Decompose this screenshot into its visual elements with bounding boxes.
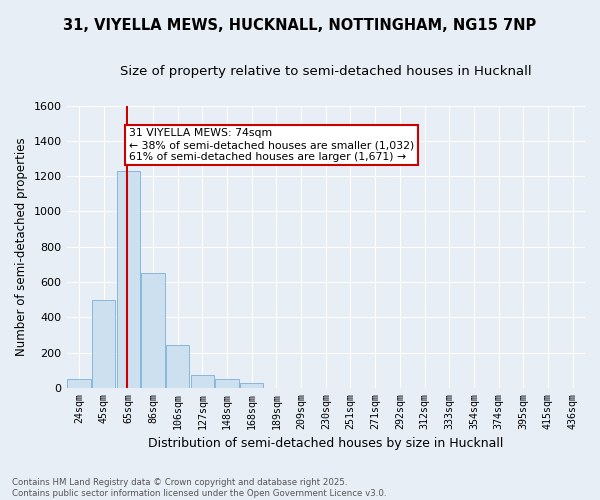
Bar	[215, 379, 239, 388]
X-axis label: Distribution of semi-detached houses by size in Hucknall: Distribution of semi-detached houses by …	[148, 437, 503, 450]
Bar	[240, 382, 263, 388]
Text: 31, VIYELLA MEWS, HUCKNALL, NOTTINGHAM, NG15 7NP: 31, VIYELLA MEWS, HUCKNALL, NOTTINGHAM, …	[64, 18, 536, 32]
Bar	[141, 273, 164, 388]
Bar	[116, 171, 140, 388]
Y-axis label: Number of semi-detached properties: Number of semi-detached properties	[15, 138, 28, 356]
Title: Size of property relative to semi-detached houses in Hucknall: Size of property relative to semi-detach…	[120, 65, 532, 78]
Text: Contains HM Land Registry data © Crown copyright and database right 2025.
Contai: Contains HM Land Registry data © Crown c…	[12, 478, 386, 498]
Bar	[191, 376, 214, 388]
Bar	[166, 346, 190, 388]
Bar	[67, 379, 91, 388]
Text: 31 VIYELLA MEWS: 74sqm
← 38% of semi-detached houses are smaller (1,032)
61% of : 31 VIYELLA MEWS: 74sqm ← 38% of semi-det…	[129, 128, 414, 162]
Bar	[92, 300, 115, 388]
